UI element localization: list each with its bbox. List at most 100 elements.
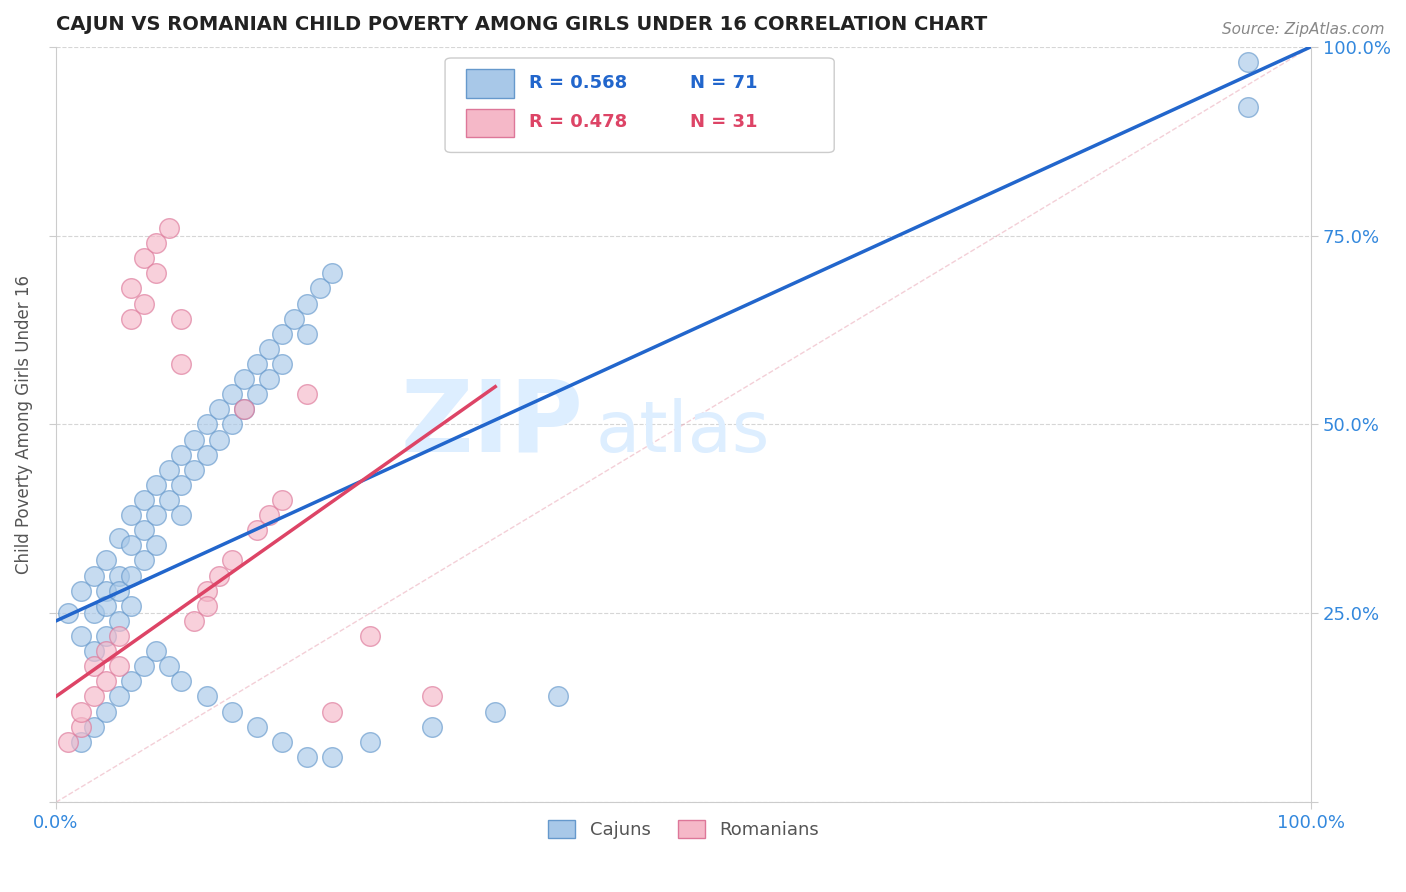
Point <box>145 538 167 552</box>
Text: ZIP: ZIP <box>401 376 583 473</box>
Point <box>94 644 117 658</box>
Point <box>195 599 218 613</box>
Point <box>270 493 292 508</box>
Point <box>120 538 142 552</box>
Point <box>359 735 381 749</box>
Point <box>132 659 155 673</box>
Point <box>132 553 155 567</box>
Point <box>170 674 193 689</box>
Point <box>270 735 292 749</box>
Point <box>83 568 105 582</box>
Point <box>132 252 155 266</box>
Point <box>58 607 80 621</box>
Point <box>107 583 129 598</box>
Point <box>246 523 269 537</box>
Point <box>221 387 243 401</box>
Point <box>246 387 269 401</box>
Legend: Cajuns, Romanians: Cajuns, Romanians <box>541 813 827 847</box>
Point <box>221 417 243 432</box>
Point <box>83 720 105 734</box>
Point <box>94 583 117 598</box>
Point <box>170 448 193 462</box>
Point <box>246 357 269 371</box>
Point <box>422 690 444 704</box>
Text: R = 0.478: R = 0.478 <box>529 113 627 131</box>
Point <box>359 629 381 643</box>
Point <box>484 705 506 719</box>
Point <box>145 266 167 280</box>
Text: CAJUN VS ROMANIAN CHILD POVERTY AMONG GIRLS UNDER 16 CORRELATION CHART: CAJUN VS ROMANIAN CHILD POVERTY AMONG GI… <box>56 15 987 34</box>
Point <box>83 644 105 658</box>
Point <box>233 372 256 386</box>
Point <box>208 568 231 582</box>
Point <box>233 402 256 417</box>
Point <box>270 326 292 341</box>
FancyBboxPatch shape <box>446 58 834 153</box>
Point <box>170 311 193 326</box>
Point <box>422 720 444 734</box>
Point <box>83 607 105 621</box>
Point <box>145 508 167 523</box>
Point <box>1237 54 1260 69</box>
Point <box>170 508 193 523</box>
Point <box>132 296 155 310</box>
Text: N = 71: N = 71 <box>690 74 758 92</box>
Point <box>83 690 105 704</box>
Y-axis label: Child Poverty Among Girls Under 16: Child Poverty Among Girls Under 16 <box>15 275 32 574</box>
Point <box>221 553 243 567</box>
Point <box>120 508 142 523</box>
Point <box>107 568 129 582</box>
Point <box>233 402 256 417</box>
Point <box>295 387 318 401</box>
Point <box>94 629 117 643</box>
Point <box>94 705 117 719</box>
Point <box>283 311 305 326</box>
Point <box>94 553 117 567</box>
Point <box>157 659 180 673</box>
Point <box>70 629 93 643</box>
Point <box>183 614 205 628</box>
Point <box>259 372 281 386</box>
Point <box>70 720 93 734</box>
Point <box>259 508 281 523</box>
Point <box>120 674 142 689</box>
Text: N = 31: N = 31 <box>690 113 758 131</box>
Point <box>246 720 269 734</box>
Point <box>308 281 330 295</box>
Point <box>120 311 142 326</box>
Point <box>295 750 318 764</box>
Point <box>321 750 343 764</box>
Point <box>295 326 318 341</box>
Point <box>221 705 243 719</box>
Point <box>183 433 205 447</box>
Point <box>259 342 281 356</box>
Point <box>120 281 142 295</box>
Point <box>195 583 218 598</box>
Point <box>83 659 105 673</box>
Point <box>170 478 193 492</box>
Point <box>94 599 117 613</box>
Point <box>195 690 218 704</box>
Point <box>70 735 93 749</box>
Point <box>145 644 167 658</box>
Point <box>195 417 218 432</box>
Point <box>132 493 155 508</box>
Point <box>145 236 167 251</box>
Point <box>321 705 343 719</box>
Point <box>107 531 129 545</box>
Point <box>107 614 129 628</box>
Point <box>157 463 180 477</box>
Point <box>195 448 218 462</box>
Point <box>120 599 142 613</box>
Text: atlas: atlas <box>596 398 770 467</box>
Point <box>157 493 180 508</box>
Point <box>157 221 180 235</box>
FancyBboxPatch shape <box>467 70 515 98</box>
Point <box>120 568 142 582</box>
Point <box>321 266 343 280</box>
Point <box>107 629 129 643</box>
Point <box>547 690 569 704</box>
Point <box>295 296 318 310</box>
Point <box>58 735 80 749</box>
Point <box>70 583 93 598</box>
